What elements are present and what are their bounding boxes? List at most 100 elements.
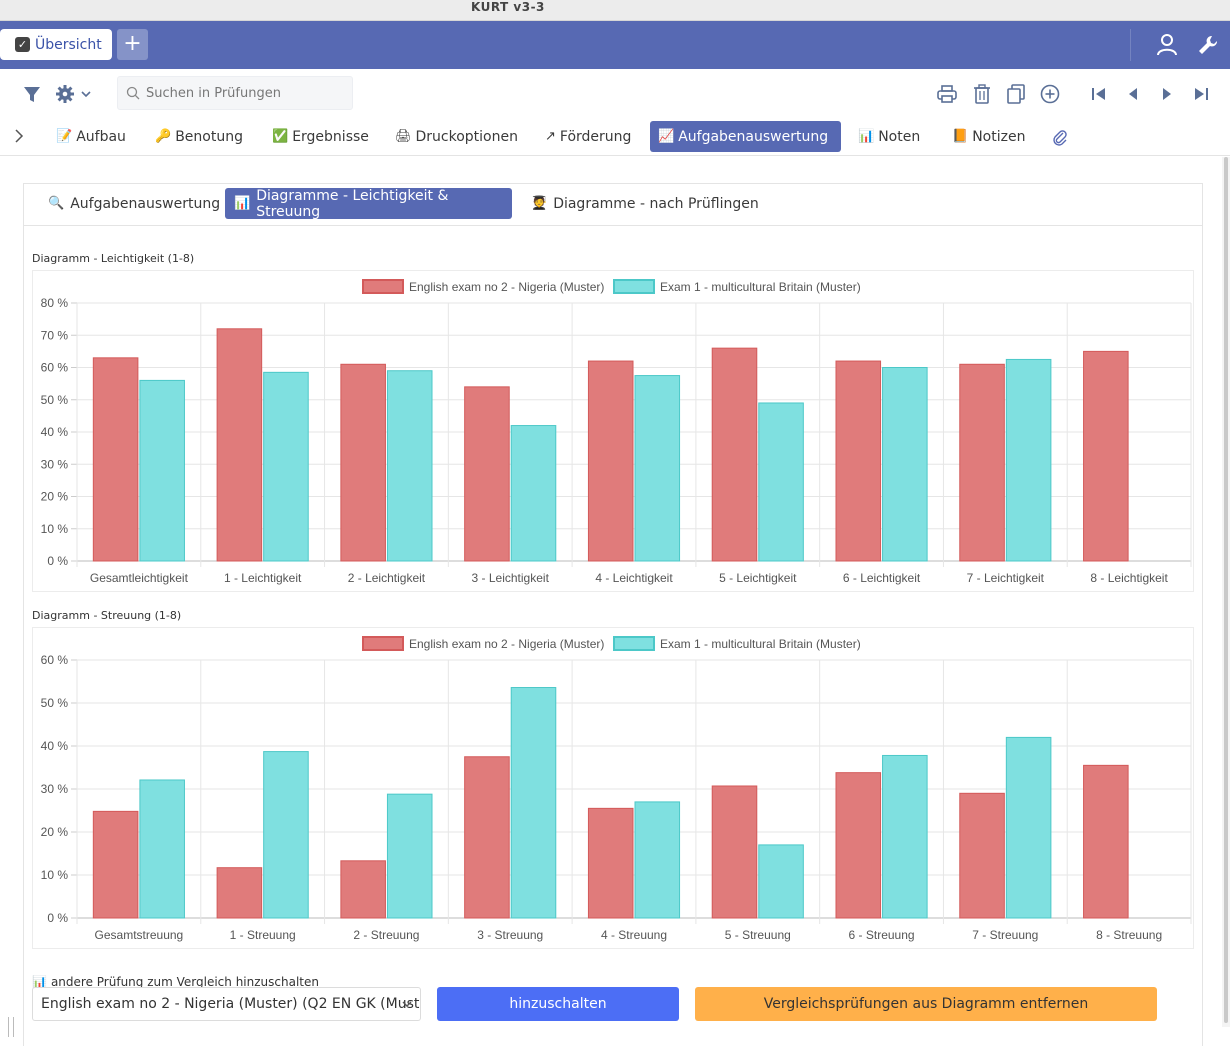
chart-up-icon: 📈 [658, 129, 675, 144]
tab-foerderung-label: Förderung [559, 128, 632, 145]
chart1-bar-s2-0 [139, 379, 185, 562]
prev-icon[interactable] [1122, 83, 1144, 105]
tab-aufbau[interactable]: 📝 Aufbau [48, 121, 134, 152]
tab-aufgabenauswertung[interactable]: 📈 Aufgabenauswertung [650, 121, 841, 152]
chart1-xtick-label: 6 - Leichtigkeit [843, 571, 921, 585]
chart1-bar-s1-6 [835, 360, 882, 562]
checkbox-icon: ✓ [15, 37, 30, 52]
add-tab-button[interactable]: + [117, 29, 148, 60]
subtab-diagramme-prueflinge[interactable]: 🧑‍🎓 Diagramme - nach Prüflingen [522, 188, 768, 219]
chart2-xtick-label: 3 - Streuung [477, 928, 543, 942]
first-page-icon[interactable] [1088, 83, 1110, 105]
chart1-ytick-label: 50 % [41, 393, 69, 407]
chart1-xtick-label: 5 - Leichtigkeit [719, 571, 797, 585]
paperclip-icon[interactable] [1052, 128, 1068, 146]
scrollbar[interactable] [1222, 157, 1230, 1027]
search-icon [126, 86, 140, 100]
chart2-legend-swatch-1 [362, 636, 404, 651]
chevron-down-icon [402, 1001, 412, 1007]
tab-notizen-label: Notizen [972, 128, 1026, 145]
print-icon[interactable] [936, 83, 958, 105]
subtab-aufgabenauswertung[interactable]: 🔍 Aufgabenauswertung [39, 188, 229, 219]
tab-notizen[interactable]: 📙 Notizen [944, 121, 1033, 152]
chart1-ytick-label: 0 % [47, 554, 68, 568]
scrollbar-thumb[interactable] [1224, 157, 1228, 1023]
chart2-xtick-label: 2 - Streuung [353, 928, 419, 942]
chart2-bar-s2-3 [510, 687, 557, 919]
tab-overview[interactable]: ✓ Übersicht [0, 29, 112, 60]
section-tabs: 📝 Aufbau 🔑 Benotung ✅ Ergebnisse 🖨 Druck… [0, 119, 1230, 156]
chart1-bar-s1-3 [464, 386, 510, 562]
trash-icon[interactable] [971, 83, 993, 105]
last-page-icon[interactable] [1190, 83, 1212, 105]
chart2-bar-s2-6 [882, 754, 928, 919]
subtab-aufgabenauswertung-label: Aufgabenauswertung [70, 195, 221, 212]
header-divider [1130, 29, 1131, 61]
chart2-bar-s1-2 [340, 860, 386, 919]
search-field[interactable] [117, 76, 353, 110]
filter-icon[interactable] [21, 83, 43, 105]
chart2-bar-s2-1 [263, 751, 309, 919]
arrow-up-right-icon: ↗ [545, 129, 556, 144]
chart2-ytick-label: 10 % [41, 868, 69, 882]
toolbar [0, 69, 1230, 119]
user-icon[interactable] [1156, 33, 1178, 57]
chart2-legend-swatch-2 [613, 636, 655, 651]
chart1-bar-s1-2 [340, 363, 386, 562]
chart1-ytick-label: 20 % [41, 490, 69, 504]
chart1-xtick-label: 7 - Leichtigkeit [967, 571, 1045, 585]
chart1-bar-s1-0 [92, 357, 139, 562]
tab-ergebnisse-label: Ergebnisse [292, 128, 369, 145]
window-title: KURT v3-3 [471, 0, 545, 14]
chart2-legend-label-1: English exam no 2 - Nigeria (Muster) [409, 637, 604, 651]
copy-icon[interactable] [1005, 83, 1027, 105]
add-comparison-button[interactable]: hinzuschalten [437, 987, 679, 1021]
tab-benotung[interactable]: 🔑 Benotung [147, 121, 251, 152]
chart2-bar-s2-5 [758, 844, 804, 919]
next-icon[interactable] [1156, 83, 1178, 105]
tab-foerderung[interactable]: ↗ Förderung [537, 121, 639, 152]
tab-noten[interactable]: 📊 Noten [850, 121, 928, 152]
chart1-legend-swatch-1 [362, 279, 404, 294]
chart2-bar-s2-7 [1005, 736, 1052, 919]
chart1-legend: English exam no 2 - Nigeria (Muster) Exam… [362, 279, 861, 294]
add-circle-icon[interactable] [1039, 83, 1061, 105]
printer-icon: 🖨 [395, 129, 412, 144]
sub-tabs: 🔍 Aufgabenauswertung 📊 Diagramme - Leich… [24, 184, 1202, 226]
chart2-legend-label-2: Exam 1 - multicultural Britain (Muster) [660, 637, 861, 651]
magnifier-icon: 🔍 [48, 196, 65, 211]
compare-exam-select[interactable]: English exam no 2 - Nigeria (Muster) (Q2… [32, 987, 421, 1021]
wrench-icon[interactable] [1196, 33, 1218, 57]
tab-druckoptionen-label: Druckoptionen [415, 128, 518, 145]
gear-icon[interactable] [54, 83, 76, 105]
chart1-bar-s1-8 [1083, 350, 1129, 562]
chart1-ytick-label: 70 % [41, 328, 69, 342]
compare-label-text: andere Prüfung zum Vergleich hinzuschalt… [50, 975, 319, 989]
chart1-bar-s2-7 [1005, 358, 1052, 562]
notebook-icon: 📙 [952, 129, 969, 144]
subtab-diagramme-leichtigkeit[interactable]: 📊 Diagramme - Leichtigkeit & Streuung [225, 187, 512, 220]
chart2-xtick-label: 1 - Streuung [230, 928, 296, 942]
subtab-diagramme-leichtigkeit-label: Diagramme - Leichtigkeit & Streuung [256, 187, 449, 220]
remove-comparisons-button[interactable]: Vergleichsprüfungen aus Diagramm entfern… [695, 987, 1157, 1021]
chart1-ytick-label: 60 % [41, 361, 69, 375]
chart2-bar-s1-3 [464, 756, 510, 919]
chart1-bar-s2-2 [386, 370, 433, 562]
app-header: ✓ Übersicht + [0, 21, 1230, 69]
bar-chart-icon: 📊 [858, 129, 875, 144]
search-input[interactable] [146, 85, 346, 101]
chart2-ytick-label: 40 % [41, 739, 69, 753]
tab-aufgabenauswertung-label: Aufgabenauswertung [678, 128, 829, 145]
chevron-right-icon[interactable] [12, 127, 26, 145]
tab-druckoptionen[interactable]: 🖨 Druckoptionen [387, 121, 526, 152]
key-icon: 🔑 [155, 129, 172, 144]
tab-ergebnisse[interactable]: ✅ Ergebnisse [264, 121, 377, 152]
chart1-bar-s2-1 [263, 371, 309, 562]
chart2-ytick-label: 30 % [41, 782, 69, 796]
chart1-xtick-label: 1 - Leichtigkeit [224, 571, 302, 585]
resize-handle[interactable] [8, 1017, 14, 1037]
chart2-xtick-label: 5 - Streuung [725, 928, 791, 942]
chevron-down-icon[interactable] [80, 83, 92, 105]
notepad-icon: 📝 [56, 129, 73, 144]
chart2-ytick-label: 0 % [47, 911, 68, 925]
